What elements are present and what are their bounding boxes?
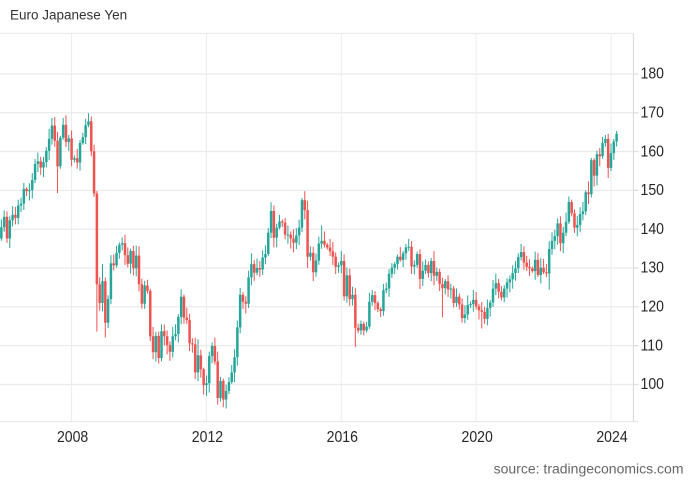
svg-text:150: 150	[641, 181, 664, 199]
svg-text:110: 110	[641, 336, 663, 354]
svg-text:2008: 2008	[57, 428, 88, 446]
svg-text:source: tradingeconomics.com: source: tradingeconomics.com	[494, 461, 684, 477]
svg-text:160: 160	[641, 142, 664, 160]
svg-text:100: 100	[641, 375, 664, 393]
svg-text:180: 180	[641, 65, 664, 83]
svg-text:2024: 2024	[596, 428, 627, 446]
svg-text:130: 130	[641, 259, 664, 277]
svg-text:170: 170	[641, 104, 664, 122]
svg-text:120: 120	[641, 298, 664, 316]
svg-text:140: 140	[641, 220, 664, 238]
svg-text:Euro Japanese Yen: Euro Japanese Yen	[10, 8, 127, 23]
svg-text:2012: 2012	[192, 428, 223, 446]
svg-text:2020: 2020	[461, 428, 492, 446]
svg-text:2016: 2016	[327, 428, 358, 446]
